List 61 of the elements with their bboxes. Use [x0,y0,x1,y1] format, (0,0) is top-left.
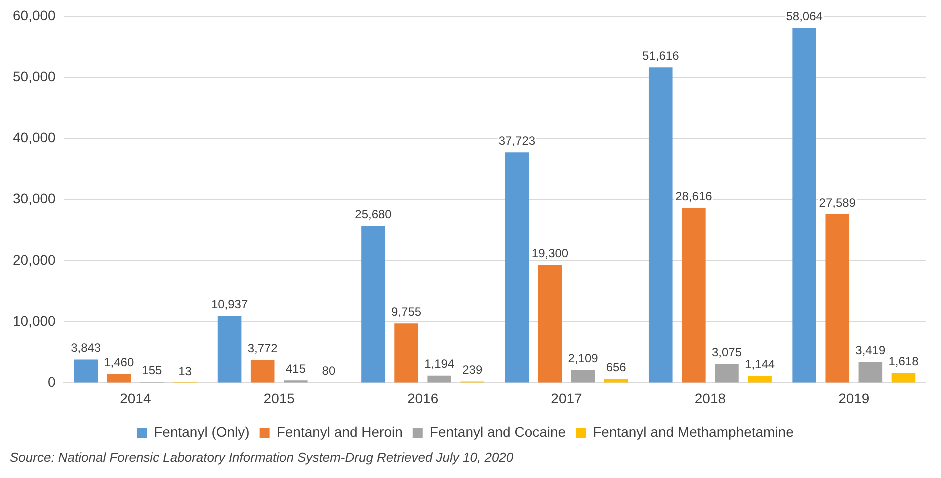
bar [648,68,673,383]
bar [792,28,816,383]
bar [505,152,530,383]
data-label: 3,419 [856,344,886,358]
bar [682,208,706,383]
y-tick-label: 10,000 [12,312,56,329]
legend-label: Fentanyl and Heroin [276,424,403,440]
bar [250,360,275,383]
data-label: 3,075 [712,346,742,360]
source-note: Source: National Forensic Laboratory Information System-Drug Retrieved July 10, 2020 [10,450,515,465]
data-label: 37,723 [498,134,536,148]
data-label: 155 [142,364,163,378]
data-label: 3,772 [248,341,278,356]
data-label: 25,680 [355,208,392,222]
bar [218,316,242,383]
data-label: 27,589 [819,196,856,210]
bar [748,376,772,383]
data-label: 2,109 [568,352,599,366]
data-label: 51,616 [642,48,680,63]
y-tick-label: 40,000 [12,130,56,146]
legend-label: Fentanyl and Methamphetamine [593,424,794,440]
x-tick-label: 2017 [551,390,583,406]
bar [74,360,98,383]
bar [858,362,883,383]
data-label: 13 [178,364,192,378]
data-label: 656 [606,360,627,374]
bar [604,379,628,383]
data-label: 28,616 [676,190,713,204]
x-tick-label: 2019 [838,390,870,406]
data-label: 80 [322,364,336,378]
bar [394,324,418,383]
y-tick-label: 20,000 [12,252,56,268]
x-tick-label: 2014 [120,390,152,406]
y-tick-label: 30,000 [12,190,56,207]
data-label: 1,144 [745,358,776,372]
legend-label: Fentanyl (Only) [154,424,250,440]
bar [892,373,916,383]
bar [715,364,739,383]
x-tick-label: 2015 [264,390,296,406]
data-label: 3,843 [71,341,102,356]
bar [571,370,596,383]
data-label: 239 [462,363,483,378]
y-tick-label: 0 [48,374,56,390]
data-label: 9,755 [392,304,422,319]
data-label: 415 [286,362,306,376]
data-label: 10,937 [211,298,248,312]
data-label: 1,194 [424,357,455,372]
y-tick-label: 60,000 [12,7,56,24]
bar [428,376,452,383]
x-tick-label: 2018 [694,390,726,406]
data-label: 1,618 [888,354,920,369]
data-label: 1,460 [104,356,134,370]
data-label: 58,064 [786,10,824,24]
data-label: 19,300 [532,246,569,261]
bar [107,374,132,383]
x-tick-label: 2016 [407,390,439,406]
bar [362,226,386,383]
bar [826,214,850,383]
bar [538,265,562,383]
y-tick-label: 50,000 [12,68,56,84]
legend-label: Fentanyl and Cocaine [430,424,566,440]
